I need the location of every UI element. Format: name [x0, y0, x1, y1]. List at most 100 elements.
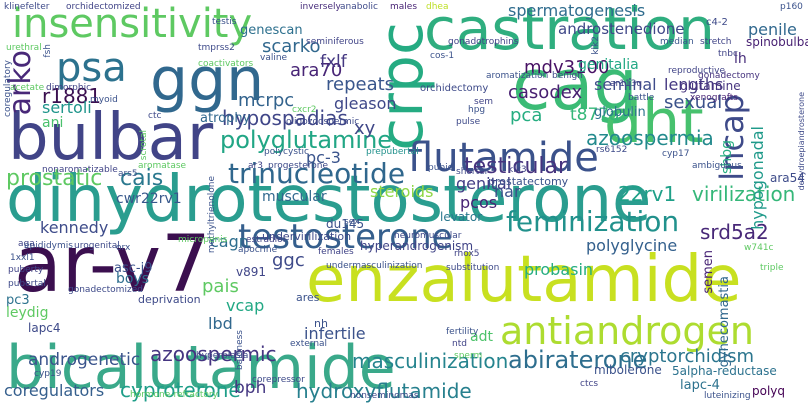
cloud-word: probasin	[524, 260, 594, 279]
cloud-word: pca	[510, 105, 543, 126]
cloud-word: baldness	[235, 330, 245, 371]
cloud-word: trinucleotide	[228, 157, 406, 190]
cloud-word: glutamine	[680, 79, 741, 93]
cloud-word: males	[390, 2, 418, 12]
cloud-word: levator	[440, 210, 483, 224]
cloud-word: cyproterone	[120, 378, 241, 402]
cloud-word: dhea	[426, 2, 449, 12]
cloud-word: epididymis	[24, 241, 73, 251]
cloud-word: fxlf	[320, 52, 347, 72]
cloud-word: cyp19	[34, 369, 62, 379]
cloud-word: apocrine	[238, 245, 278, 255]
cloud-word: seminiferous	[306, 37, 364, 47]
cloud-word: ctcs	[580, 379, 599, 389]
cloud-word: sex	[344, 217, 360, 227]
cloud-word: undervirilization	[262, 230, 352, 243]
cloud-word: hydroxyflutamide	[296, 379, 472, 403]
cloud-word: p160	[780, 2, 803, 12]
cloud-word: atrophy	[200, 111, 251, 126]
cloud-word: casodex	[508, 82, 583, 103]
cloud-word: feminization	[506, 205, 680, 238]
cloud-word: lapc-4	[680, 378, 720, 393]
cloud-word: orx	[116, 243, 131, 253]
cloud-word: nh	[314, 317, 328, 330]
cloud-word: polyglycine	[586, 236, 678, 255]
cloud-word: ara54	[770, 171, 805, 185]
cloud-word: gonadectomized	[68, 285, 143, 295]
cloud-word: gonadotrophins	[448, 37, 519, 47]
cloud-word: progesterone	[268, 161, 328, 171]
cloud-word: ar-v7	[14, 220, 211, 310]
cloud-word: bicalutamide	[6, 333, 396, 403]
cloud-word: repeats	[326, 74, 395, 95]
cloud-word: ntd	[452, 339, 467, 349]
cloud-word: fertility	[446, 327, 479, 337]
cloud-word: undermasculinization	[326, 261, 423, 271]
cloud-word: hormone-refractory	[130, 390, 218, 400]
cloud-word: testosterone	[238, 217, 453, 257]
cloud-word: cryptorchidism	[620, 346, 755, 367]
cloud-word: anabolic	[340, 2, 378, 12]
cloud-word: boys	[116, 271, 150, 287]
cloud-word: spinobulbar	[746, 35, 808, 49]
cloud-word: castration	[424, 0, 715, 63]
cloud-word: aromatization	[486, 71, 549, 81]
cloud-word: cxcr2	[292, 105, 317, 115]
cloud-word: vcap	[226, 296, 265, 315]
cloud-word: puberty	[8, 265, 44, 275]
cloud-word: inversely	[300, 2, 341, 12]
cloud-word: du145	[326, 217, 365, 231]
cloud-word: leydig	[6, 305, 49, 321]
cloud-word: ggn	[150, 45, 265, 115]
cloud-word: coregulators	[4, 381, 105, 400]
cloud-word: virilization	[692, 182, 796, 206]
cloud-word: gonadectomy	[698, 71, 760, 81]
cloud-word: corepressor	[252, 375, 305, 385]
cloud-word: myoid	[90, 95, 118, 105]
cloud-word: dehydroepiandrosterone	[797, 92, 806, 191]
cloud-word: dimorphic	[46, 83, 92, 93]
cloud-word: testicular	[464, 154, 568, 179]
cloud-word: muscular	[262, 189, 327, 205]
cloud-word: lbd	[208, 314, 233, 333]
cloud-word: antiandrogen	[500, 309, 754, 353]
cloud-word: v891	[236, 265, 267, 279]
cloud-word: rs6152	[596, 145, 628, 155]
cloud-word: semen	[701, 250, 716, 294]
cloud-word: gynecomastia	[717, 276, 732, 368]
cloud-word: mdv3100	[524, 57, 610, 78]
cloud-word: w741c	[744, 243, 774, 253]
cloud-word: polyglutamine	[220, 126, 393, 154]
cloud-word: penile	[748, 20, 797, 39]
cloud-word: enzalutamide	[306, 243, 742, 317]
cloud-word: genitalia	[578, 57, 639, 73]
cloud-word: 1xxl1	[10, 253, 35, 263]
cloud-word: gleason	[334, 94, 397, 113]
cloud-word: klk2	[591, 36, 601, 55]
cloud-word: benign	[552, 71, 583, 81]
cloud-word: sertoli	[42, 98, 92, 117]
cloud-word: androgenetic	[28, 350, 141, 370]
cloud-word: insensitivity	[12, 1, 253, 47]
cloud-word: ars5	[118, 169, 138, 179]
cloud-word: seminal	[594, 75, 657, 94]
cloud-word: scarko	[262, 36, 321, 57]
cloud-word: cagn	[210, 232, 249, 251]
cloud-word: aga	[18, 239, 35, 249]
cloud-word: pc3	[6, 293, 30, 308]
cloud-word: dihydrotestosterone	[6, 163, 652, 237]
cloud-word: tmprss2	[198, 43, 235, 53]
cloud-word: substitution	[446, 263, 500, 273]
cloud-word: urethral	[6, 43, 42, 53]
cloud-word: ctc	[148, 111, 162, 121]
cloud-word: bulbar	[8, 101, 214, 175]
cloud-word: estradiol	[246, 235, 286, 245]
cloud-word: testis	[212, 17, 237, 27]
cloud-word: hyperplasia	[196, 351, 249, 361]
cloud-word: urogenital	[74, 241, 120, 251]
cloud-word: deprivation	[138, 293, 201, 306]
cloud-word: prepubertal	[366, 147, 419, 157]
cloud-word: fsh	[43, 44, 53, 58]
cloud-word: females	[318, 247, 354, 257]
cloud-word: ambiguous	[692, 161, 742, 171]
